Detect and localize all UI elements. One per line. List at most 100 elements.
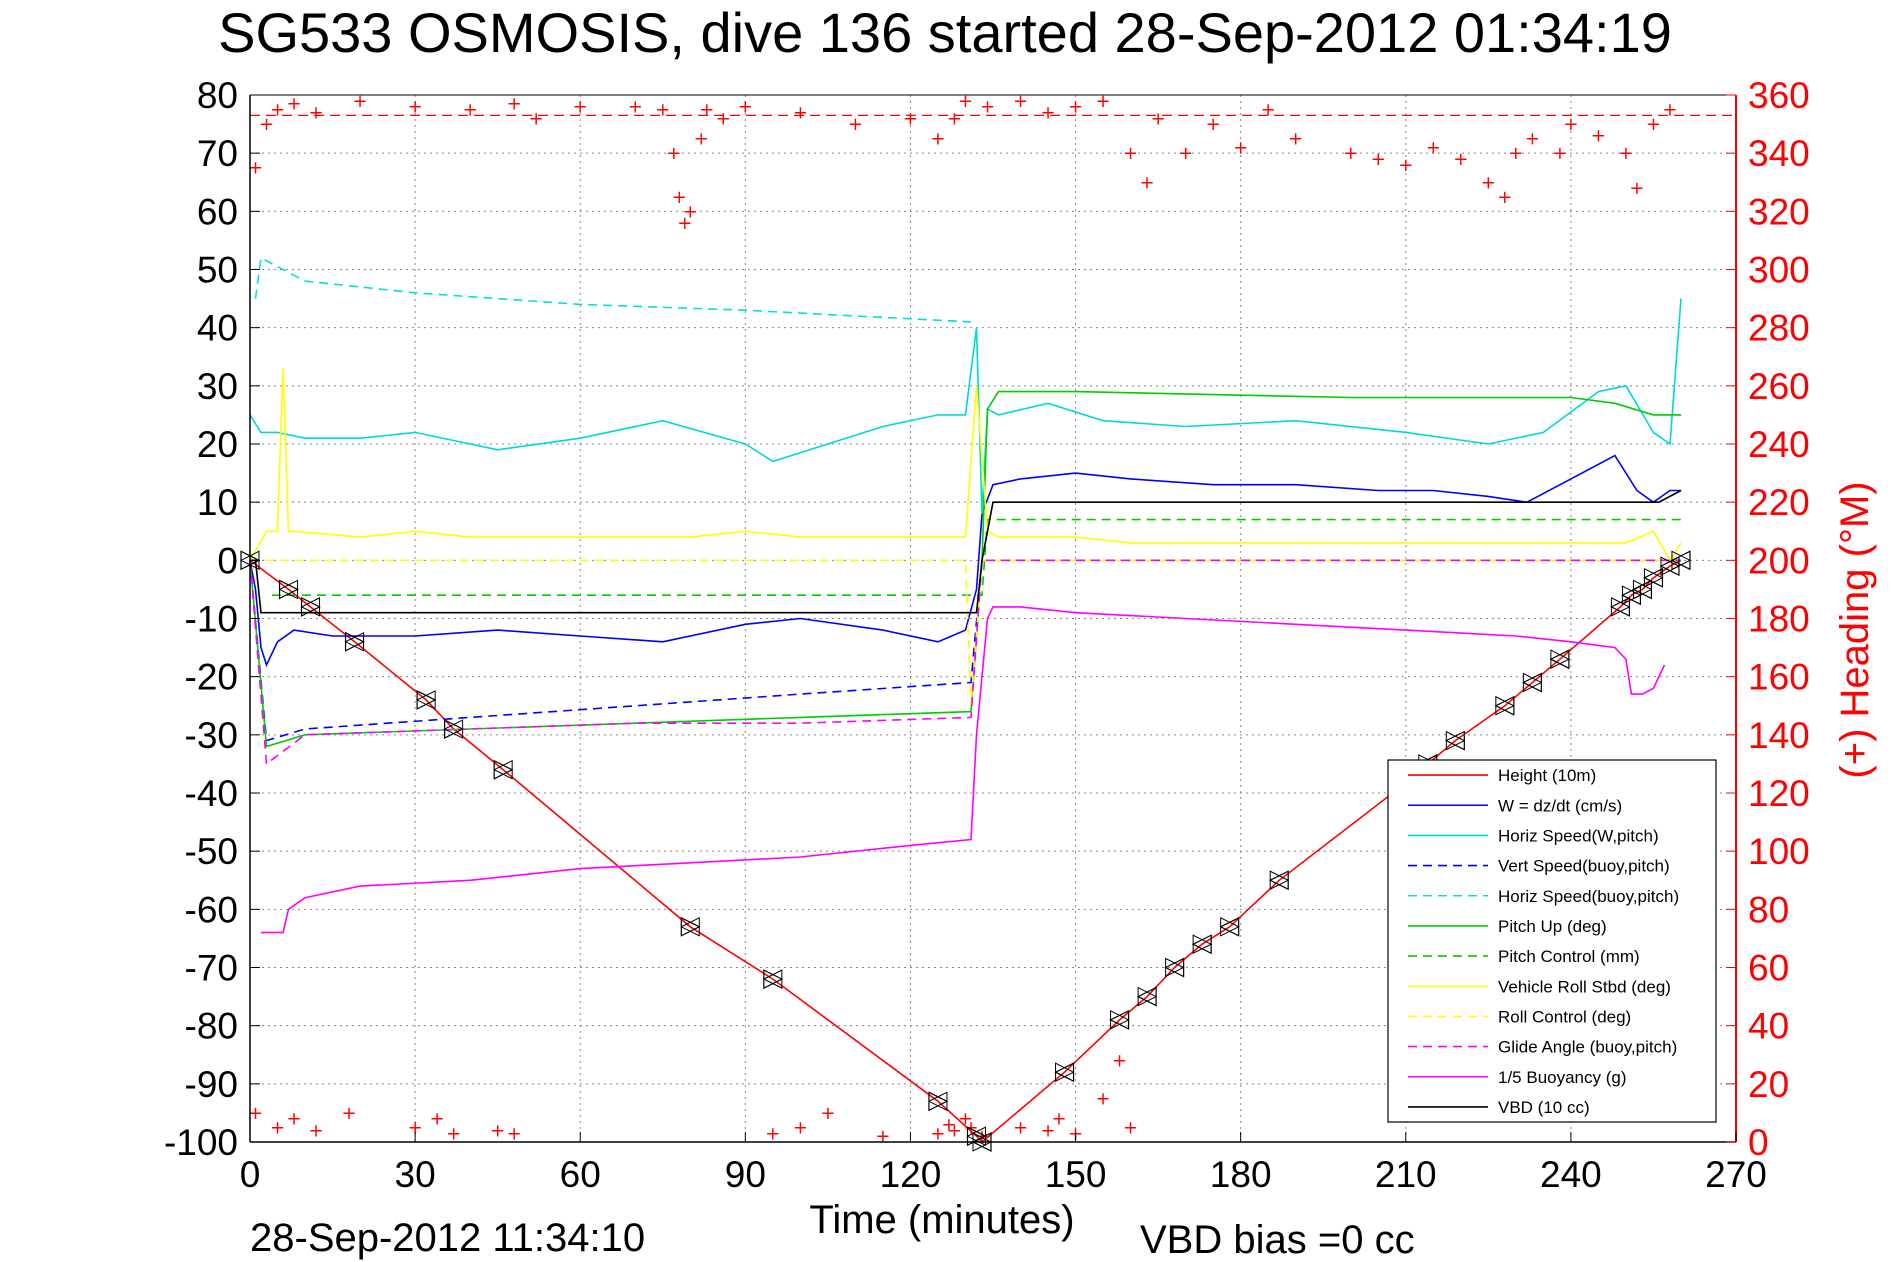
height-marker-mirror	[1110, 1010, 1130, 1030]
legend-label: VBD (10 cc)	[1498, 1098, 1590, 1117]
y-tick-label: -40	[185, 773, 238, 814]
chart-title: SG533 OSMOSIS, dive 136 started 28-Sep-2…	[218, 1, 1672, 64]
series-line	[261, 606, 1666, 934]
legend: Height (10m) W = dz/dt (cm/s) Horiz Speed(…	[1387, 759, 1717, 1123]
heading-marker: +	[1068, 97, 1083, 118]
heading-marker: +	[463, 100, 478, 121]
y-tick-label: -20	[185, 657, 238, 698]
heading-marker: +	[1206, 114, 1221, 135]
y-tick-label: -60	[185, 889, 238, 930]
vbd-bias-note: VBD bias =0 cc	[1140, 1218, 1415, 1262]
right-tick-label: 340	[1748, 133, 1810, 174]
heading-marker: +	[930, 1123, 945, 1144]
heading-markers: +++ + ++ + + +++ + +++++++ ++ ++ ++++ + ++ + +++++++++…	[248, 91, 1736, 1147]
legend-label: Glide Angle (buoy,pitch)	[1498, 1038, 1677, 1057]
height-marker-mirror	[1610, 597, 1631, 617]
x-tick-label: 210	[1375, 1154, 1437, 1195]
heading-marker: +	[683, 201, 698, 222]
series-line	[250, 559, 1681, 706]
heading-marker: +	[672, 187, 687, 208]
heading-marker: +	[529, 108, 544, 129]
heading-marker: +	[446, 1123, 461, 1144]
heading-marker: +	[1261, 100, 1276, 121]
right-tick-label: 360	[1748, 75, 1810, 116]
heading-marker: +	[1525, 129, 1540, 150]
legend-label: 1/5 Buoyancy (g)	[1498, 1068, 1627, 1087]
x-tick-label: 270	[1705, 1154, 1767, 1195]
heading-marker: +	[1096, 91, 1111, 112]
right-tick-label: 260	[1748, 366, 1810, 407]
legend-label: Height (10m)	[1498, 766, 1596, 785]
heading-marker: +	[1552, 143, 1567, 164]
heading-marker: +	[1629, 178, 1644, 199]
heading-marker: +	[507, 94, 522, 115]
height-marker-mirror	[1165, 957, 1185, 978]
heading-marker: +	[1591, 126, 1606, 147]
y-tick-label: 80	[197, 75, 238, 116]
heading-marker: +	[270, 100, 285, 121]
height-marker-mirror	[1495, 695, 1515, 716]
data-series	[249, 256, 1682, 1144]
heading-marker: +	[430, 1109, 445, 1130]
height-marker-mirror	[927, 1091, 948, 1112]
y-tick-label: 0	[217, 540, 238, 581]
height-markers	[239, 550, 1692, 1152]
heading-marker: +	[1497, 187, 1512, 208]
heading-marker: +	[353, 91, 368, 112]
right-tick-label: 80	[1748, 889, 1789, 930]
right-tick-label: 180	[1748, 599, 1810, 640]
legend-label: Pitch Up (deg)	[1498, 917, 1607, 936]
heading-marker: +	[1123, 1117, 1138, 1138]
heading-marker: +	[903, 108, 918, 129]
heading-marker: +	[1151, 108, 1166, 129]
heading-marker: +	[490, 1120, 505, 1141]
height-marker-mirror	[1055, 1062, 1075, 1083]
heading-marker: +	[1563, 114, 1578, 135]
right-tick-label: 60	[1748, 948, 1789, 989]
y-tick-label: 40	[197, 308, 238, 349]
heading-marker: +	[408, 1117, 423, 1138]
height-marker-mirror	[680, 916, 700, 937]
height-marker-mirror	[1660, 556, 1681, 576]
series-line	[249, 559, 1681, 766]
x-tick-label: 150	[1045, 1154, 1107, 1195]
heading-marker: +	[666, 143, 681, 164]
y-tick-label: 70	[197, 133, 238, 174]
heading-marker: +	[573, 97, 588, 118]
heading-marker: +	[875, 1126, 890, 1147]
y-tick-label: -10	[185, 599, 238, 640]
heading-marker: +	[248, 158, 263, 179]
height-marker-mirror	[1632, 579, 1653, 600]
heading-marker: +	[941, 1115, 956, 1136]
heading-marker: +	[958, 1109, 973, 1130]
height-marker-mirror	[493, 759, 513, 780]
y-tick-label: 30	[197, 366, 238, 407]
y-tick-label: -50	[185, 831, 238, 872]
legend-label: Roll Control (deg)	[1498, 1007, 1631, 1026]
heading-marker: +	[1140, 172, 1155, 193]
heading-marker: +	[1398, 155, 1413, 176]
heading-marker: +	[947, 108, 962, 129]
heading-marker: +	[793, 102, 808, 123]
legend-label: Horiz Speed(W,pitch)	[1498, 826, 1659, 845]
heading-marker: +	[930, 129, 945, 150]
heading-marker: +	[628, 97, 643, 118]
height-marker-mirror	[278, 579, 299, 600]
heading-marker: +	[1618, 143, 1633, 164]
heading-marker: +	[716, 108, 731, 129]
heading-marker: +	[1096, 1088, 1111, 1109]
heading-marker: +	[1051, 1109, 1066, 1130]
heading-marker: +	[1426, 137, 1441, 158]
footer-timestamp: 28-Sep-2012 11:34:10	[250, 1216, 645, 1260]
right-tick-label: 120	[1748, 773, 1810, 814]
y-tick-label: -100	[164, 1122, 238, 1163]
heading-marker: +	[1646, 114, 1661, 135]
height-marker-mirror	[1192, 934, 1213, 955]
heading-marker: +	[947, 1120, 962, 1141]
x-axis-label: Time (minutes)	[809, 1198, 1074, 1242]
y-tick-label: -30	[185, 715, 238, 756]
y-tick-label: -90	[185, 1064, 238, 1105]
height-marker-mirror	[1445, 730, 1466, 751]
heading-marker: +	[259, 114, 274, 135]
